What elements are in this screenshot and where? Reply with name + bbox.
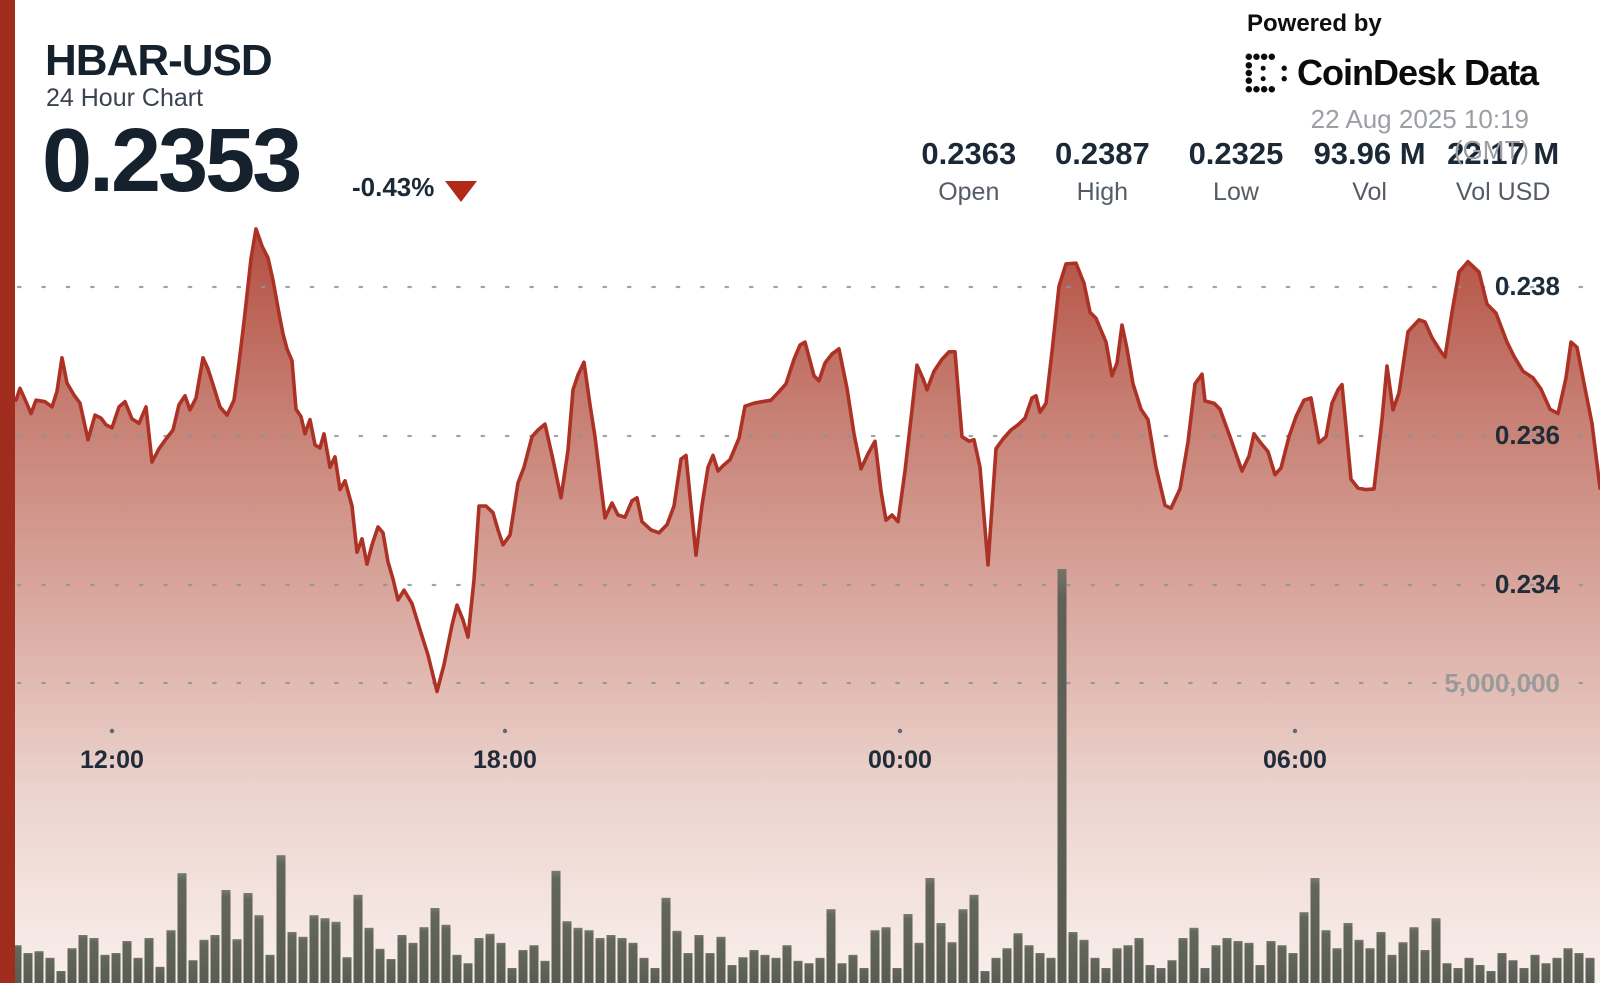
x-axis-label-1: 18:00 — [473, 746, 537, 774]
stat-open: 0.2363 Open — [902, 136, 1036, 207]
stat-high-label: High — [1076, 177, 1129, 206]
logo-word-data: Data — [1464, 52, 1539, 93]
stat-high-value: 0.2387 — [1054, 136, 1150, 171]
stat-vol-usd-value: 22.17 M — [1447, 136, 1560, 171]
stat-vol-usd: 22.17 M Vol USD — [1436, 136, 1570, 207]
y-axis-price-label-0: 0.238 — [1494, 271, 1560, 301]
x-axis-label-3: 06:00 — [1263, 746, 1327, 774]
page-title-symbol: HBAR-USD — [45, 36, 273, 85]
current-price: 0.2353 — [42, 111, 302, 211]
stat-low-label: Low — [1213, 177, 1259, 206]
chart-timestamp: 22 Aug 2025 10:19 (GMT) — [1310, 104, 1529, 165]
logo-word-coindesk: CoinDesk — [1297, 52, 1456, 93]
chart-subtitle: 24 Hour Chart — [46, 84, 204, 112]
y-axis-price-label-1: 0.236 — [1494, 420, 1560, 450]
ohlc-stats-row: 0.2363 Open 0.2387 High 0.2325 Low 93.96… — [902, 136, 1570, 207]
stat-low-value: 0.2325 — [1188, 136, 1284, 171]
down-triangle-icon — [445, 181, 477, 202]
price-change-percent: -0.43% — [352, 172, 435, 202]
stat-vol: 93.96 M Vol — [1303, 136, 1437, 207]
x-axis-label-0: 12:00 — [80, 746, 144, 774]
stat-open-label: Open — [938, 177, 1000, 206]
coindesk-data-logo[interactable]: CoinDesk Data — [1245, 52, 1539, 94]
coindesk-dots-icon — [1245, 53, 1287, 93]
stat-vol-label: Vol — [1352, 177, 1387, 206]
stat-open-value: 0.2363 — [921, 136, 1017, 171]
stat-vol-usd-label: Vol USD — [1455, 177, 1551, 206]
y-axis-price-label-2: 0.234 — [1494, 569, 1560, 599]
stat-vol-value: 93.96 M — [1313, 136, 1426, 171]
stat-high: 0.2387 High — [1036, 136, 1170, 207]
x-axis-label-2: 00:00 — [868, 746, 932, 774]
logo-wordmark: CoinDesk Data — [1297, 52, 1539, 94]
y-axis-volume-label: 5,000,000 — [1444, 668, 1560, 698]
stat-low: 0.2325 Low — [1169, 136, 1303, 207]
powered-by-label: Powered by — [1247, 10, 1382, 37]
left-accent-bar — [0, 0, 15, 983]
